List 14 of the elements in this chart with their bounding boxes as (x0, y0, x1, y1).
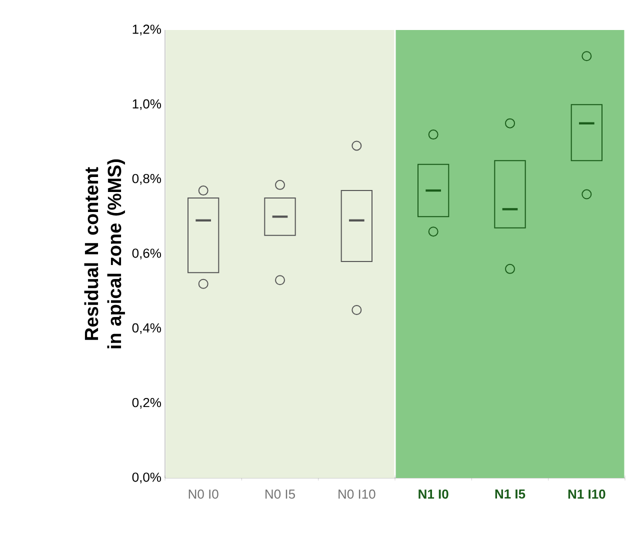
x-tick-label: N0 I10 (338, 490, 376, 499)
y-tick-label: 0,0% (132, 472, 162, 484)
y-tick-label: 0,8% (132, 174, 162, 185)
y-tick-label: 0,4% (132, 323, 162, 334)
y-tick-label: 1,2% (132, 24, 162, 36)
y-tick-label: 0,2% (132, 398, 162, 409)
x-tick-label: N1 I0 (418, 490, 448, 499)
x-tick-label: N0 I0 (188, 490, 218, 499)
x-tick-label: N1 I5 (495, 490, 526, 499)
y-axis-title: Residual N content in apical zone (%MS) (84, 159, 125, 348)
x-tick-label: N0 I5 (266, 490, 295, 499)
x-tick-label: N1 I10 (568, 490, 606, 499)
y-tick-label: 0,6% (132, 248, 162, 260)
y-tick-label: 1,0% (132, 99, 162, 110)
